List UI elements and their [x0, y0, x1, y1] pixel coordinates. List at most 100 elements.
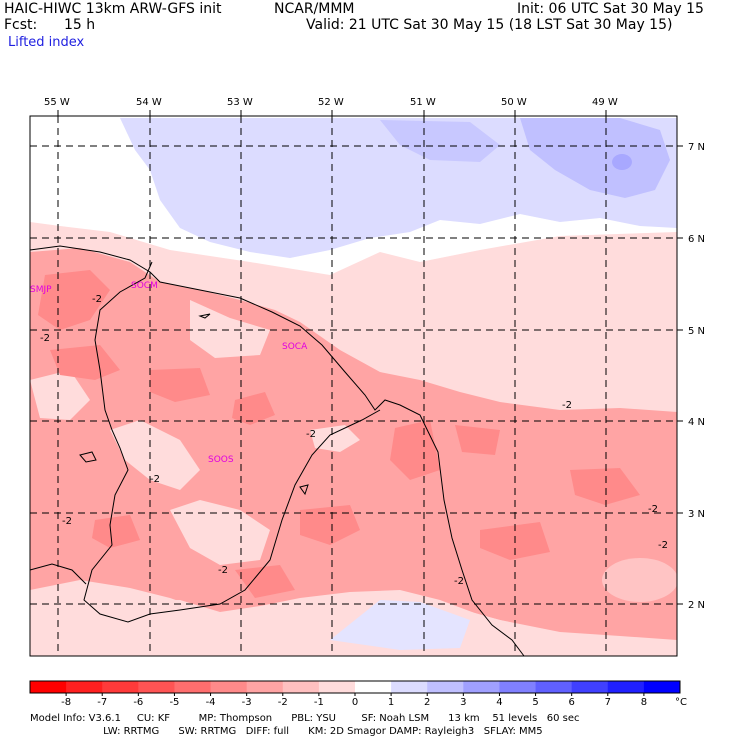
field-light-patch-2 [170, 500, 270, 565]
field-negative-3-k [235, 565, 295, 598]
colorbar-swatch [427, 681, 464, 693]
lat-label: 7 N [688, 142, 705, 153]
init-time: Init: 06 UTC Sat 30 May 15 [517, 1, 704, 17]
field-light-patch-1 [110, 420, 200, 490]
field-positive-mid [170, 130, 460, 210]
colorbar-swatch [138, 681, 175, 693]
field-positive-core [520, 118, 670, 198]
lon-label: 54 W [136, 97, 162, 108]
island [198, 313, 211, 319]
colorbar-unit: °C [675, 697, 687, 708]
lon-label: 55 W [44, 97, 70, 108]
lon-label: 52 W [318, 97, 344, 108]
lat-label: 3 N [688, 509, 705, 520]
contour-label: -2 [62, 516, 72, 527]
field-negative-3-h [570, 468, 640, 505]
colorbar-ticks: -8 -7 -6 -5 -4 -3 -2 -1 0 1 2 3 4 5 6 7 8 [61, 693, 647, 708]
lat-label: 6 N [688, 234, 705, 245]
colorbar-tick-label: 5 [532, 697, 538, 708]
contour-label: -2 [454, 576, 464, 587]
colorbar-swatch [535, 681, 573, 693]
field-light-patch-4 [30, 370, 90, 420]
border-west [29, 563, 87, 585]
colorbar-swatch [174, 681, 212, 693]
colorbar-swatch [318, 681, 356, 693]
station-label: SMJP [30, 285, 52, 295]
forecast-hours: 15 h [64, 17, 96, 33]
field-positive-spot [612, 154, 632, 170]
forecast-label: Fcst: [4, 17, 38, 33]
lat-label: 2 N [688, 600, 705, 611]
colorbar-tick-label: -2 [278, 697, 288, 708]
contour-label: -2 [150, 474, 160, 485]
lon-label: 49 W [592, 97, 618, 108]
colorbar-swatch [30, 681, 67, 693]
field-negative-3-f [300, 505, 360, 545]
lon-label: 50 W [501, 97, 527, 108]
field-negative-3-i [455, 425, 500, 455]
colorbar-swatch [607, 681, 645, 693]
field-positive-patch [380, 120, 500, 162]
colorbar-tick-label: 1 [388, 697, 394, 708]
lat-label: 5 N [688, 326, 705, 337]
station-label: SOCM [131, 281, 158, 291]
map-frame [29, 115, 678, 657]
colorbar-tick-label: 4 [496, 697, 502, 708]
top-ticks [57, 110, 683, 605]
field-negative-3-c [150, 368, 210, 402]
colorbar-tick-label: -8 [61, 697, 71, 708]
contour-label: -2 [306, 429, 316, 440]
longitude-labels: 55 W 54 W 53 W 52 W 51 W 50 W 49 W [44, 97, 618, 108]
colorbar-tick-label: 3 [460, 697, 466, 708]
lake-1 [79, 451, 97, 463]
model-title: HAIC-HIWC 13km ARW-GFS init [4, 1, 222, 17]
colorbar-swatch [463, 681, 500, 693]
colorbar-tick-label: 7 [605, 697, 611, 708]
valid-time: Valid: 21 UTC Sat 30 May 15 (18 LST Sat … [306, 17, 673, 33]
lon-label: 51 W [410, 97, 436, 108]
station-label: SOCA [282, 342, 308, 352]
model-info-line-1: Model Info: V3.6.1 CU: KF MP: Thompson P… [30, 713, 580, 724]
colorbar-tick-label: -5 [169, 697, 179, 708]
colorbar-tick-label: -4 [206, 697, 216, 708]
contour-label: -2 [658, 540, 668, 551]
lake-2 [299, 484, 309, 496]
lat-lon-grid [30, 116, 677, 656]
field-negative-3-j [92, 515, 140, 548]
station-labels: SMJP SOCM SOCA SOOS [30, 281, 308, 465]
field-negative-3-e [390, 420, 440, 480]
coastline [29, 245, 525, 657]
colorbar-swatch [246, 681, 284, 693]
colorbar-tick-label: 2 [424, 697, 430, 708]
field-negative-3-a [38, 270, 110, 330]
colorbar-tick-label: 8 [641, 697, 647, 708]
station-label: SOOS [208, 455, 234, 465]
contour-labels: -2 -2 -2 -2 -2 -2 -2 -2 -2 -2 [40, 294, 668, 587]
colorbar-swatch [66, 681, 103, 693]
country-border [83, 261, 381, 623]
field-negative-3-d [232, 392, 275, 425]
colorbar-swatch [571, 681, 609, 693]
contour-label: -2 [562, 400, 572, 411]
colorbar-tick-label: -3 [242, 697, 252, 708]
organization-label: NCAR/MMM [274, 1, 355, 17]
lifted-index-field [30, 116, 677, 656]
colorbar-swatch [282, 681, 320, 693]
colorbar-swatch [391, 681, 428, 693]
contour-label: -2 [218, 565, 228, 576]
colorbar-swatch [102, 681, 139, 693]
model-info-line-2: LW: RRTMG SW: RRTMG DIFF: full KM: 2D Sm… [30, 726, 543, 737]
colorbar-tick-label: -6 [133, 697, 143, 708]
colorbar [29, 680, 681, 694]
colorbar-swatch [499, 681, 537, 693]
colorbar-tick-label: 6 [568, 697, 574, 708]
field-negative-3-b [50, 345, 120, 380]
latitude-labels: 7 N 6 N 5 N 4 N 3 N 2 N [688, 142, 705, 611]
contour-label: -2 [648, 504, 658, 515]
colorbar-swatch [643, 681, 681, 693]
contour-label: -2 [40, 333, 50, 344]
colorbar-tick-label: 0 [352, 697, 358, 708]
contour-label: -2 [92, 294, 102, 305]
lon-label: 53 W [227, 97, 253, 108]
